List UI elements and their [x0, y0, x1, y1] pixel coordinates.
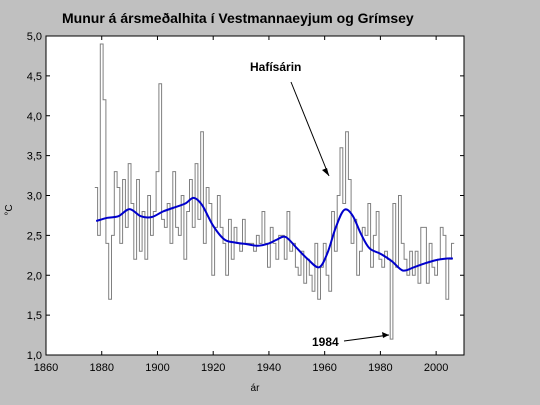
series-layer: [94, 43, 455, 340]
chart-title: Munur á ársmeðalhita í Vestmannaeyjum og…: [62, 10, 414, 26]
y-tick-label: 2,5: [27, 230, 42, 242]
y-tick-label: 3,0: [27, 191, 42, 203]
y-tick-label: 3,5: [27, 151, 42, 163]
x-tick-label: 1960: [312, 362, 336, 374]
x-tick-label: 1920: [201, 362, 225, 374]
x-tick-label: 2000: [424, 362, 448, 374]
y-tick-label: 1,5: [27, 310, 42, 322]
y-tick-label: 2,0: [27, 270, 42, 282]
x-tick-label: 1940: [257, 362, 281, 374]
x-axis-label: ár: [251, 383, 261, 394]
series-annual-values: [94, 43, 455, 340]
y-axis: 1,0 1,5 2,0 2,5 3,0 3,5 4,0 4,5 5,0: [27, 31, 464, 362]
y-tick-label: 1,0: [27, 350, 42, 362]
annotation-1984: 1984: [312, 335, 339, 349]
annotation-hafisarin-arrowhead: [322, 168, 329, 176]
x-tick-label: 1860: [34, 362, 58, 374]
annotation-1984-arrow: [343, 334, 390, 342]
annotation-hafisarin: Hafísárin: [250, 60, 301, 74]
y-axis-label: °C: [4, 204, 15, 215]
annotations: Hafísárin 1984: [250, 60, 390, 349]
annotation-1984-arrowhead: [382, 332, 389, 338]
series-smoothed-trend: [95, 196, 453, 272]
x-tick-label: 1880: [89, 362, 113, 374]
x-tick-label: 1900: [145, 362, 169, 374]
y-tick-label: 5,0: [27, 31, 42, 43]
x-tick-label: 1980: [368, 362, 392, 374]
annotation-hafisarin-arrow: [290, 81, 330, 177]
x-axis: 1860 1880 1900 1920 1940 1960 1980 2000: [34, 36, 448, 374]
y-tick-label: 4,0: [27, 111, 42, 123]
plot-area: [45, 35, 465, 356]
y-tick-label: 4,5: [27, 71, 42, 83]
